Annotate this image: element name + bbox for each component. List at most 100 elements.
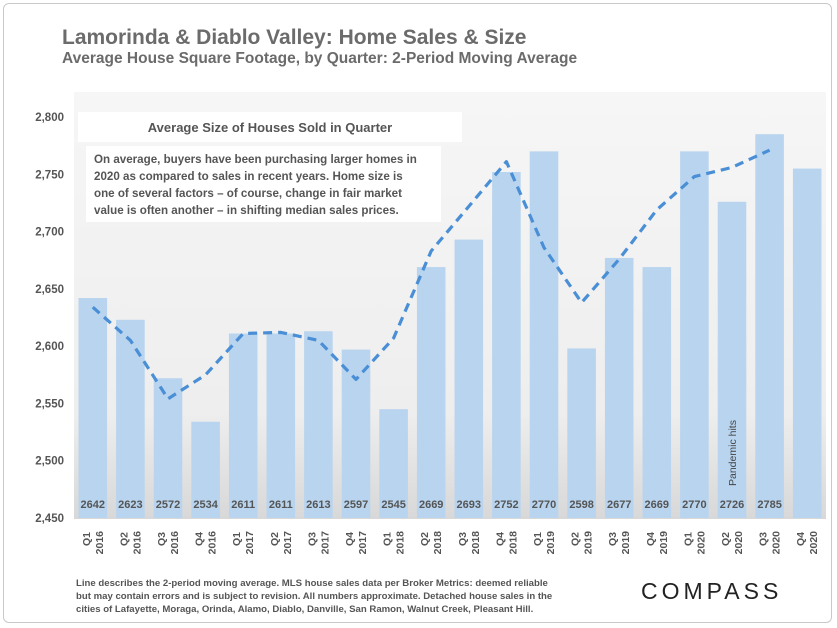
y-tick-label: 2,650	[35, 284, 64, 296]
bar-value-label: 2770	[682, 499, 706, 511]
bar-value-label: 2785	[757, 499, 781, 511]
y-tick-label: 2,450	[35, 513, 64, 525]
x-tick-quarter: Q3	[306, 532, 318, 546]
annotation-line: On average, buyers have been purchasing …	[94, 153, 417, 166]
y-tick-label: 2,600	[35, 341, 64, 353]
x-tick-quarter: Q4	[344, 532, 356, 546]
x-tick-year: 2020	[733, 531, 745, 555]
x-tick-quarter: Q1	[382, 532, 394, 546]
bar-value-label: 2611	[231, 499, 255, 511]
bar-value-label: 2669	[419, 499, 443, 511]
bar-value-label: 2598	[569, 499, 593, 511]
x-tick-quarter: Q2	[419, 532, 431, 546]
bar	[379, 409, 408, 518]
annotation-line: value is often another – in shifting med…	[94, 204, 399, 217]
bar	[492, 171, 521, 518]
bar-value-label: 2693	[457, 499, 481, 511]
bar	[228, 333, 258, 518]
footnote: Line describes the 2-period moving avera…	[76, 577, 596, 616]
x-tick-year: 2017	[319, 531, 331, 555]
annotation-line: 2020 as compared to sales in recent year…	[94, 170, 403, 183]
x-tick-quarter: Q1	[682, 532, 694, 546]
x-tick-year: 2020	[808, 531, 820, 555]
bar-value-label: 2677	[607, 499, 631, 511]
x-tick-quarter: Q3	[457, 532, 469, 546]
x-tick-year: 2016	[131, 531, 143, 555]
bar-value-label: 2572	[156, 499, 180, 511]
bar	[792, 168, 822, 519]
x-tick-quarter: Q4	[494, 532, 506, 546]
chart-title: Lamorinda & Diablo Valley: Home Sales & …	[62, 26, 527, 49]
x-tick-quarter: Q2	[570, 532, 582, 546]
x-tick-year: 2018	[432, 531, 444, 555]
x-tick-year: 2019	[545, 531, 557, 555]
bar	[341, 349, 371, 518]
bar-value-label: 2669	[645, 499, 669, 511]
bar-value-label: 2613	[306, 499, 330, 511]
x-tick-year: 2018	[470, 531, 482, 555]
x-tick-quarter: Q3	[156, 532, 168, 546]
footnote-line: Line describes the 2-period moving avera…	[76, 578, 548, 589]
bar-value-label: 2534	[193, 499, 218, 511]
bar-value-label: 2545	[381, 499, 405, 511]
x-tick-quarter: Q1	[231, 532, 243, 546]
y-tick-label: 2,750	[35, 169, 64, 181]
x-tick-quarter: Q3	[607, 532, 619, 546]
bar	[454, 239, 484, 518]
pandemic-label: Pandemic hits	[727, 420, 739, 486]
footnote-line: cities of Lafayette, Moraga, Orinda, Ala…	[76, 604, 534, 615]
x-tick-year: 2017	[357, 531, 369, 555]
x-tick-year: 2020	[695, 531, 707, 555]
x-tick-year: 2020	[771, 531, 783, 555]
x-tick-quarter: Q2	[118, 532, 130, 546]
bar	[266, 333, 296, 518]
x-tick-year: 2016	[169, 531, 181, 555]
x-tick-year: 2017	[282, 531, 294, 555]
bar	[567, 348, 596, 518]
x-tick-quarter: Q2	[269, 532, 281, 546]
x-tick-year: 2017	[244, 531, 256, 555]
y-tick-label: 2,800	[35, 112, 64, 124]
x-tick-quarter: Q2	[720, 532, 732, 546]
x-tick-year: 2018	[507, 531, 519, 555]
y-tick-label: 2,500	[35, 456, 64, 468]
x-tick-year: 2019	[658, 531, 670, 555]
annotation-heading: Average Size of Houses Sold in Quarter	[148, 120, 392, 135]
bar-value-label: 2597	[344, 499, 368, 511]
moving-average-line	[91, 148, 771, 401]
y-tick-label: 2,700	[35, 227, 64, 239]
compass-logo: COMPASS	[641, 578, 783, 604]
bar	[680, 151, 709, 518]
bar-value-label: 2726	[720, 499, 744, 511]
bar	[529, 151, 559, 518]
annotation-heading-box	[78, 112, 462, 142]
x-tick-year: 2016	[94, 531, 106, 555]
bar-value-label: 2752	[494, 499, 518, 511]
x-tick-year: 2018	[395, 531, 407, 555]
x-tick-year: 2016	[207, 531, 219, 555]
x-tick-quarter: Q1	[81, 532, 93, 546]
bar	[304, 331, 333, 518]
x-tick-quarter: Q4	[795, 532, 807, 546]
annotation-line: one of several factors – of course, chan…	[94, 187, 402, 200]
bar	[116, 319, 145, 518]
bar	[642, 267, 672, 518]
bar	[191, 421, 220, 518]
chart-subtitle: Average House Square Footage, by Quarter…	[62, 50, 578, 67]
y-tick-label: 2,550	[35, 398, 64, 410]
x-tick-quarter: Q4	[194, 532, 206, 546]
x-tick-year: 2019	[620, 531, 632, 555]
bar	[153, 378, 183, 518]
x-tick-quarter: Q1	[532, 532, 544, 546]
bar-value-label: 2770	[532, 499, 556, 511]
chart-frame	[3, 3, 832, 623]
x-tick-quarter: Q3	[758, 532, 770, 546]
bar	[78, 298, 108, 518]
bar-value-label: 2611	[269, 499, 293, 511]
x-tick-year: 2019	[583, 531, 595, 555]
bar	[717, 201, 747, 519]
bar-value-label: 2623	[118, 499, 142, 511]
x-tick-quarter: Q4	[645, 532, 657, 546]
footnote-line: but may contain errors and is subject to…	[76, 591, 553, 602]
